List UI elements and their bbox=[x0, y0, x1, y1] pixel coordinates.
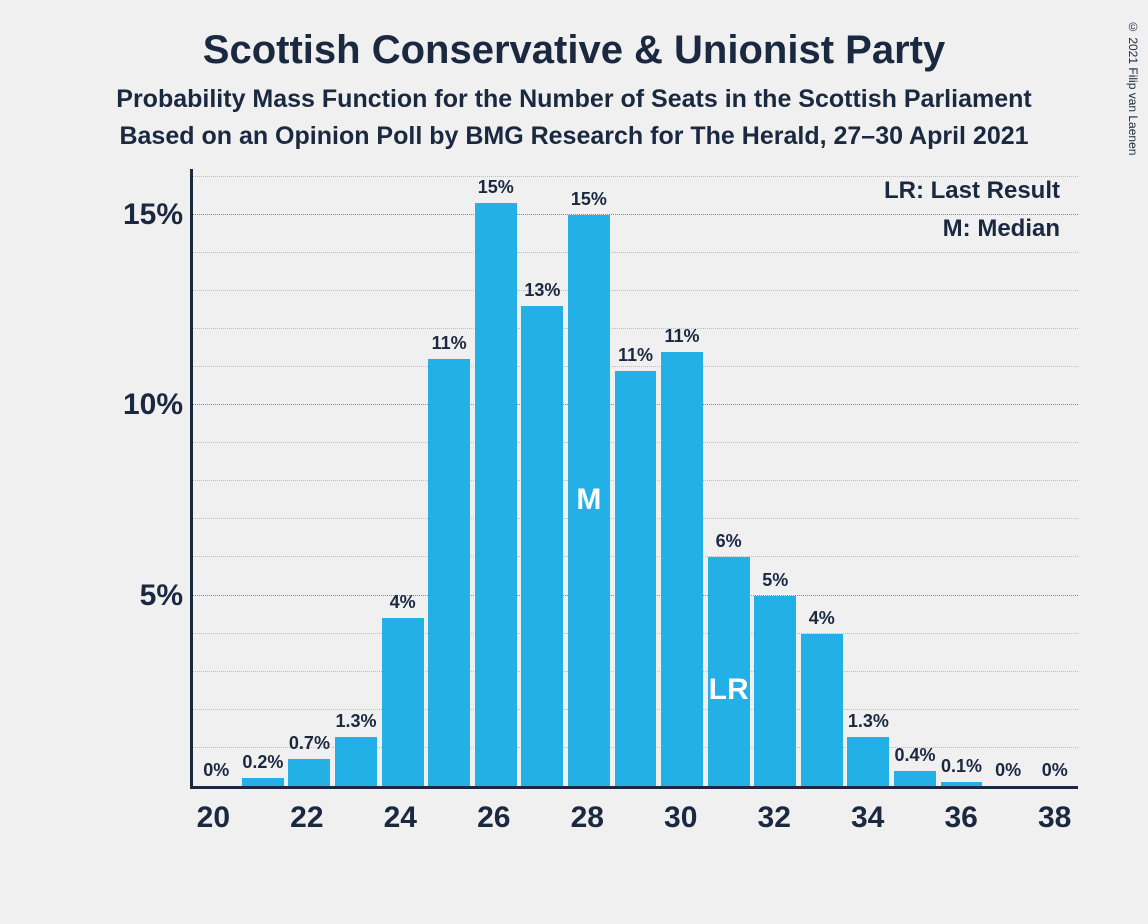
bar-value-label: 11% bbox=[615, 345, 657, 366]
bar-value-label: 4% bbox=[382, 592, 424, 613]
y-tick-label: 10% bbox=[105, 388, 183, 422]
bar-value-label: 0.2% bbox=[242, 752, 284, 773]
y-tick-label: 15% bbox=[105, 198, 183, 232]
bar-value-label: 0% bbox=[1034, 760, 1076, 781]
bar: 4% bbox=[382, 618, 424, 786]
x-tick-label: 22 bbox=[290, 801, 323, 835]
bar: 13% bbox=[521, 306, 563, 786]
bar: 1.3% bbox=[335, 737, 377, 787]
bar-value-label: 0.7% bbox=[288, 733, 330, 754]
x-tick-label: 34 bbox=[851, 801, 884, 835]
bar: 11% bbox=[428, 359, 470, 786]
bar: 15%M bbox=[568, 215, 610, 786]
legend: LR: Last Result M: Median bbox=[884, 177, 1060, 253]
x-axis: 20 22 24 26 28 30 32 34 36 38 bbox=[190, 789, 1078, 849]
bar-inner-label: LR bbox=[708, 673, 750, 707]
y-tick-label: 5% bbox=[105, 579, 183, 613]
bar-value-label: 11% bbox=[661, 326, 703, 347]
chart-title: Scottish Conservative & Unionist Party bbox=[60, 28, 1088, 73]
legend-m: M: Median bbox=[884, 215, 1060, 243]
bar-inner-label: M bbox=[568, 483, 610, 517]
bar-value-label: 0% bbox=[987, 760, 1029, 781]
x-tick-label: 28 bbox=[571, 801, 604, 835]
chart-subtitle-1: Probability Mass Function for the Number… bbox=[60, 85, 1088, 114]
bar-value-label: 1.3% bbox=[335, 711, 377, 732]
bar-value-label: 1.3% bbox=[847, 711, 889, 732]
bar: 0.4% bbox=[894, 771, 936, 786]
copyright-text: © 2021 Filip van Laenen bbox=[1126, 20, 1140, 155]
bar-value-label: 6% bbox=[708, 531, 750, 552]
legend-lr: LR: Last Result bbox=[884, 177, 1060, 205]
bar: 6%LR bbox=[708, 557, 750, 786]
bar: 5% bbox=[754, 596, 796, 786]
bar: 0.1% bbox=[941, 782, 983, 786]
x-tick-label: 24 bbox=[384, 801, 417, 835]
x-tick-label: 38 bbox=[1038, 801, 1071, 835]
bar-value-label: 11% bbox=[428, 333, 470, 354]
chart-container: Scottish Conservative & Unionist Party P… bbox=[0, 0, 1148, 869]
bar: 11% bbox=[615, 371, 657, 786]
bar: 1.3% bbox=[847, 737, 889, 787]
bar: 0.2% bbox=[242, 778, 284, 786]
chart-subtitle-2: Based on an Opinion Poll by BMG Research… bbox=[60, 122, 1088, 151]
bar-value-label: 0.4% bbox=[894, 745, 936, 766]
bar-value-label: 15% bbox=[475, 177, 517, 198]
bar-value-label: 4% bbox=[801, 608, 843, 629]
plot-area: LR: Last Result M: Median 0%0.2%0.7%1.3%… bbox=[190, 169, 1078, 789]
bar-value-label: 0.1% bbox=[941, 756, 983, 777]
bar-value-label: 0% bbox=[195, 760, 237, 781]
x-tick-label: 20 bbox=[197, 801, 230, 835]
chart-wrap: LR: Last Result M: Median 0%0.2%0.7%1.3%… bbox=[110, 169, 1078, 849]
x-tick-label: 32 bbox=[758, 801, 791, 835]
bar: 0.7% bbox=[288, 759, 330, 786]
bar-value-label: 5% bbox=[754, 570, 796, 591]
x-tick-label: 26 bbox=[477, 801, 510, 835]
x-tick-label: 36 bbox=[944, 801, 977, 835]
bars-layer: 0%0.2%0.7%1.3%4%11%15%13%15%M11%11%6%LR5… bbox=[193, 169, 1078, 786]
bar: 15% bbox=[475, 203, 517, 786]
bar-value-label: 13% bbox=[521, 280, 563, 301]
x-tick-label: 30 bbox=[664, 801, 697, 835]
bar-value-label: 15% bbox=[568, 189, 610, 210]
bar: 11% bbox=[661, 352, 703, 786]
bar: 4% bbox=[801, 634, 843, 786]
